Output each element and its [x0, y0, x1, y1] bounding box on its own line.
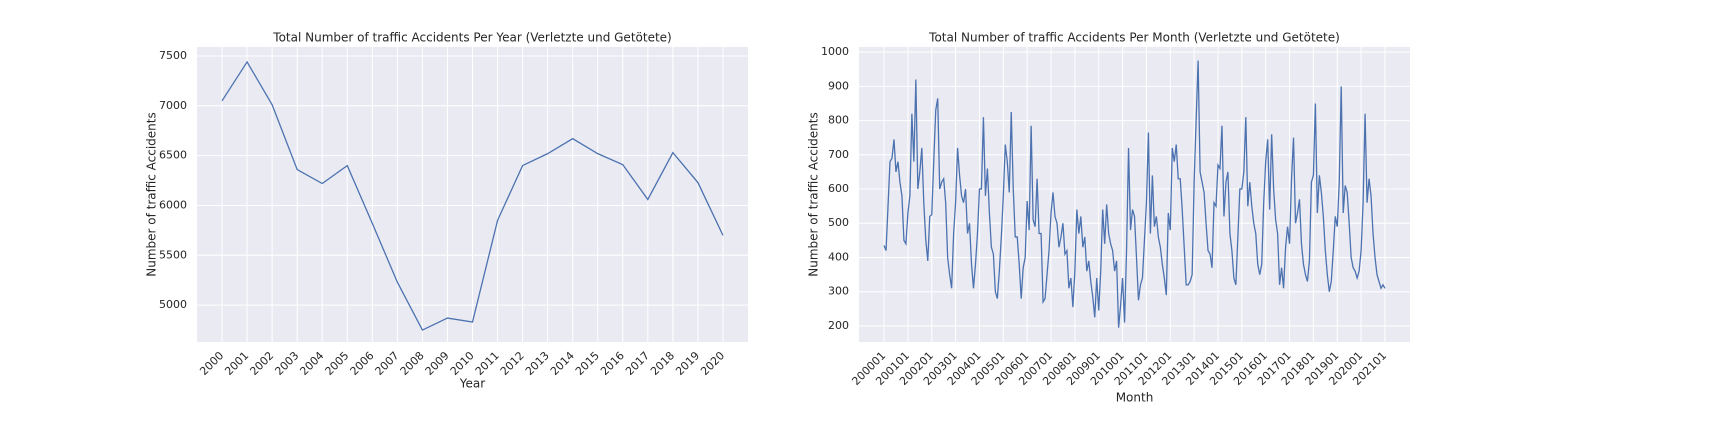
plot-area [859, 47, 1410, 342]
x-tick-label: 2000 [197, 349, 226, 378]
y-tick-label: 800 [828, 114, 849, 127]
y-tick-label: 7000 [159, 99, 187, 112]
x-tick-label: 2018 [648, 349, 677, 378]
y-tick-label: 5000 [159, 298, 187, 311]
y-tick-label: 500 [828, 216, 849, 229]
y-axis-label: Number of traffic Accidents [807, 112, 821, 277]
subplot: 2000012001012002012003012004012005012006… [807, 31, 1410, 405]
x-tick-label: 2009 [423, 349, 452, 378]
x-axis-label: Month [1116, 391, 1154, 405]
x-tick-label: 2007 [373, 349, 402, 378]
y-tick-label: 300 [828, 285, 849, 298]
chart-title: Total Number of traffic Accidents Per Ye… [272, 31, 671, 45]
x-tick-label: 2013 [523, 349, 552, 378]
x-tick-label: 2017 [623, 349, 652, 378]
x-tick-label: 2002 [247, 349, 276, 378]
x-tick-label: 2012 [498, 349, 527, 378]
x-tick-label: 2011 [473, 349, 502, 378]
y-tick-label: 7500 [159, 49, 187, 62]
x-tick-label: 2015 [573, 349, 602, 378]
y-tick-label: 700 [828, 148, 849, 161]
y-tick-label: 6500 [159, 149, 187, 162]
chart-title: Total Number of traffic Accidents Per Mo… [928, 31, 1340, 45]
x-axis-label: Year [459, 377, 485, 391]
data-line [221, 60, 724, 331]
x-tick-label: 2020 [698, 349, 727, 378]
x-tick-label: 2003 [272, 349, 301, 378]
x-tick-label: 2008 [398, 349, 427, 378]
y-tick-label: 5500 [159, 248, 187, 261]
y-tick-label: 900 [828, 79, 849, 92]
y-tick-label: 1000 [821, 45, 849, 58]
y-tick-label: 400 [828, 250, 849, 263]
x-tick-label: 2016 [598, 349, 627, 378]
y-tick-label: 6000 [159, 198, 187, 211]
subplot: 2000200120022003200420052006200720082009… [145, 31, 748, 391]
y-tick-label: 600 [828, 182, 849, 195]
x-tick-label: 2019 [673, 349, 702, 378]
y-axis-label: Number of traffic Accidents [145, 112, 159, 277]
data-line [883, 60, 1386, 328]
x-tick-label: 2006 [348, 349, 377, 378]
y-tick-label: 200 [828, 319, 849, 332]
x-tick-label: 2005 [323, 349, 352, 378]
x-tick-label: 2014 [548, 349, 577, 378]
x-tick-label: 2001 [222, 349, 251, 378]
x-tick-label: 2010 [448, 349, 477, 378]
x-tick-label: 2004 [297, 349, 326, 378]
